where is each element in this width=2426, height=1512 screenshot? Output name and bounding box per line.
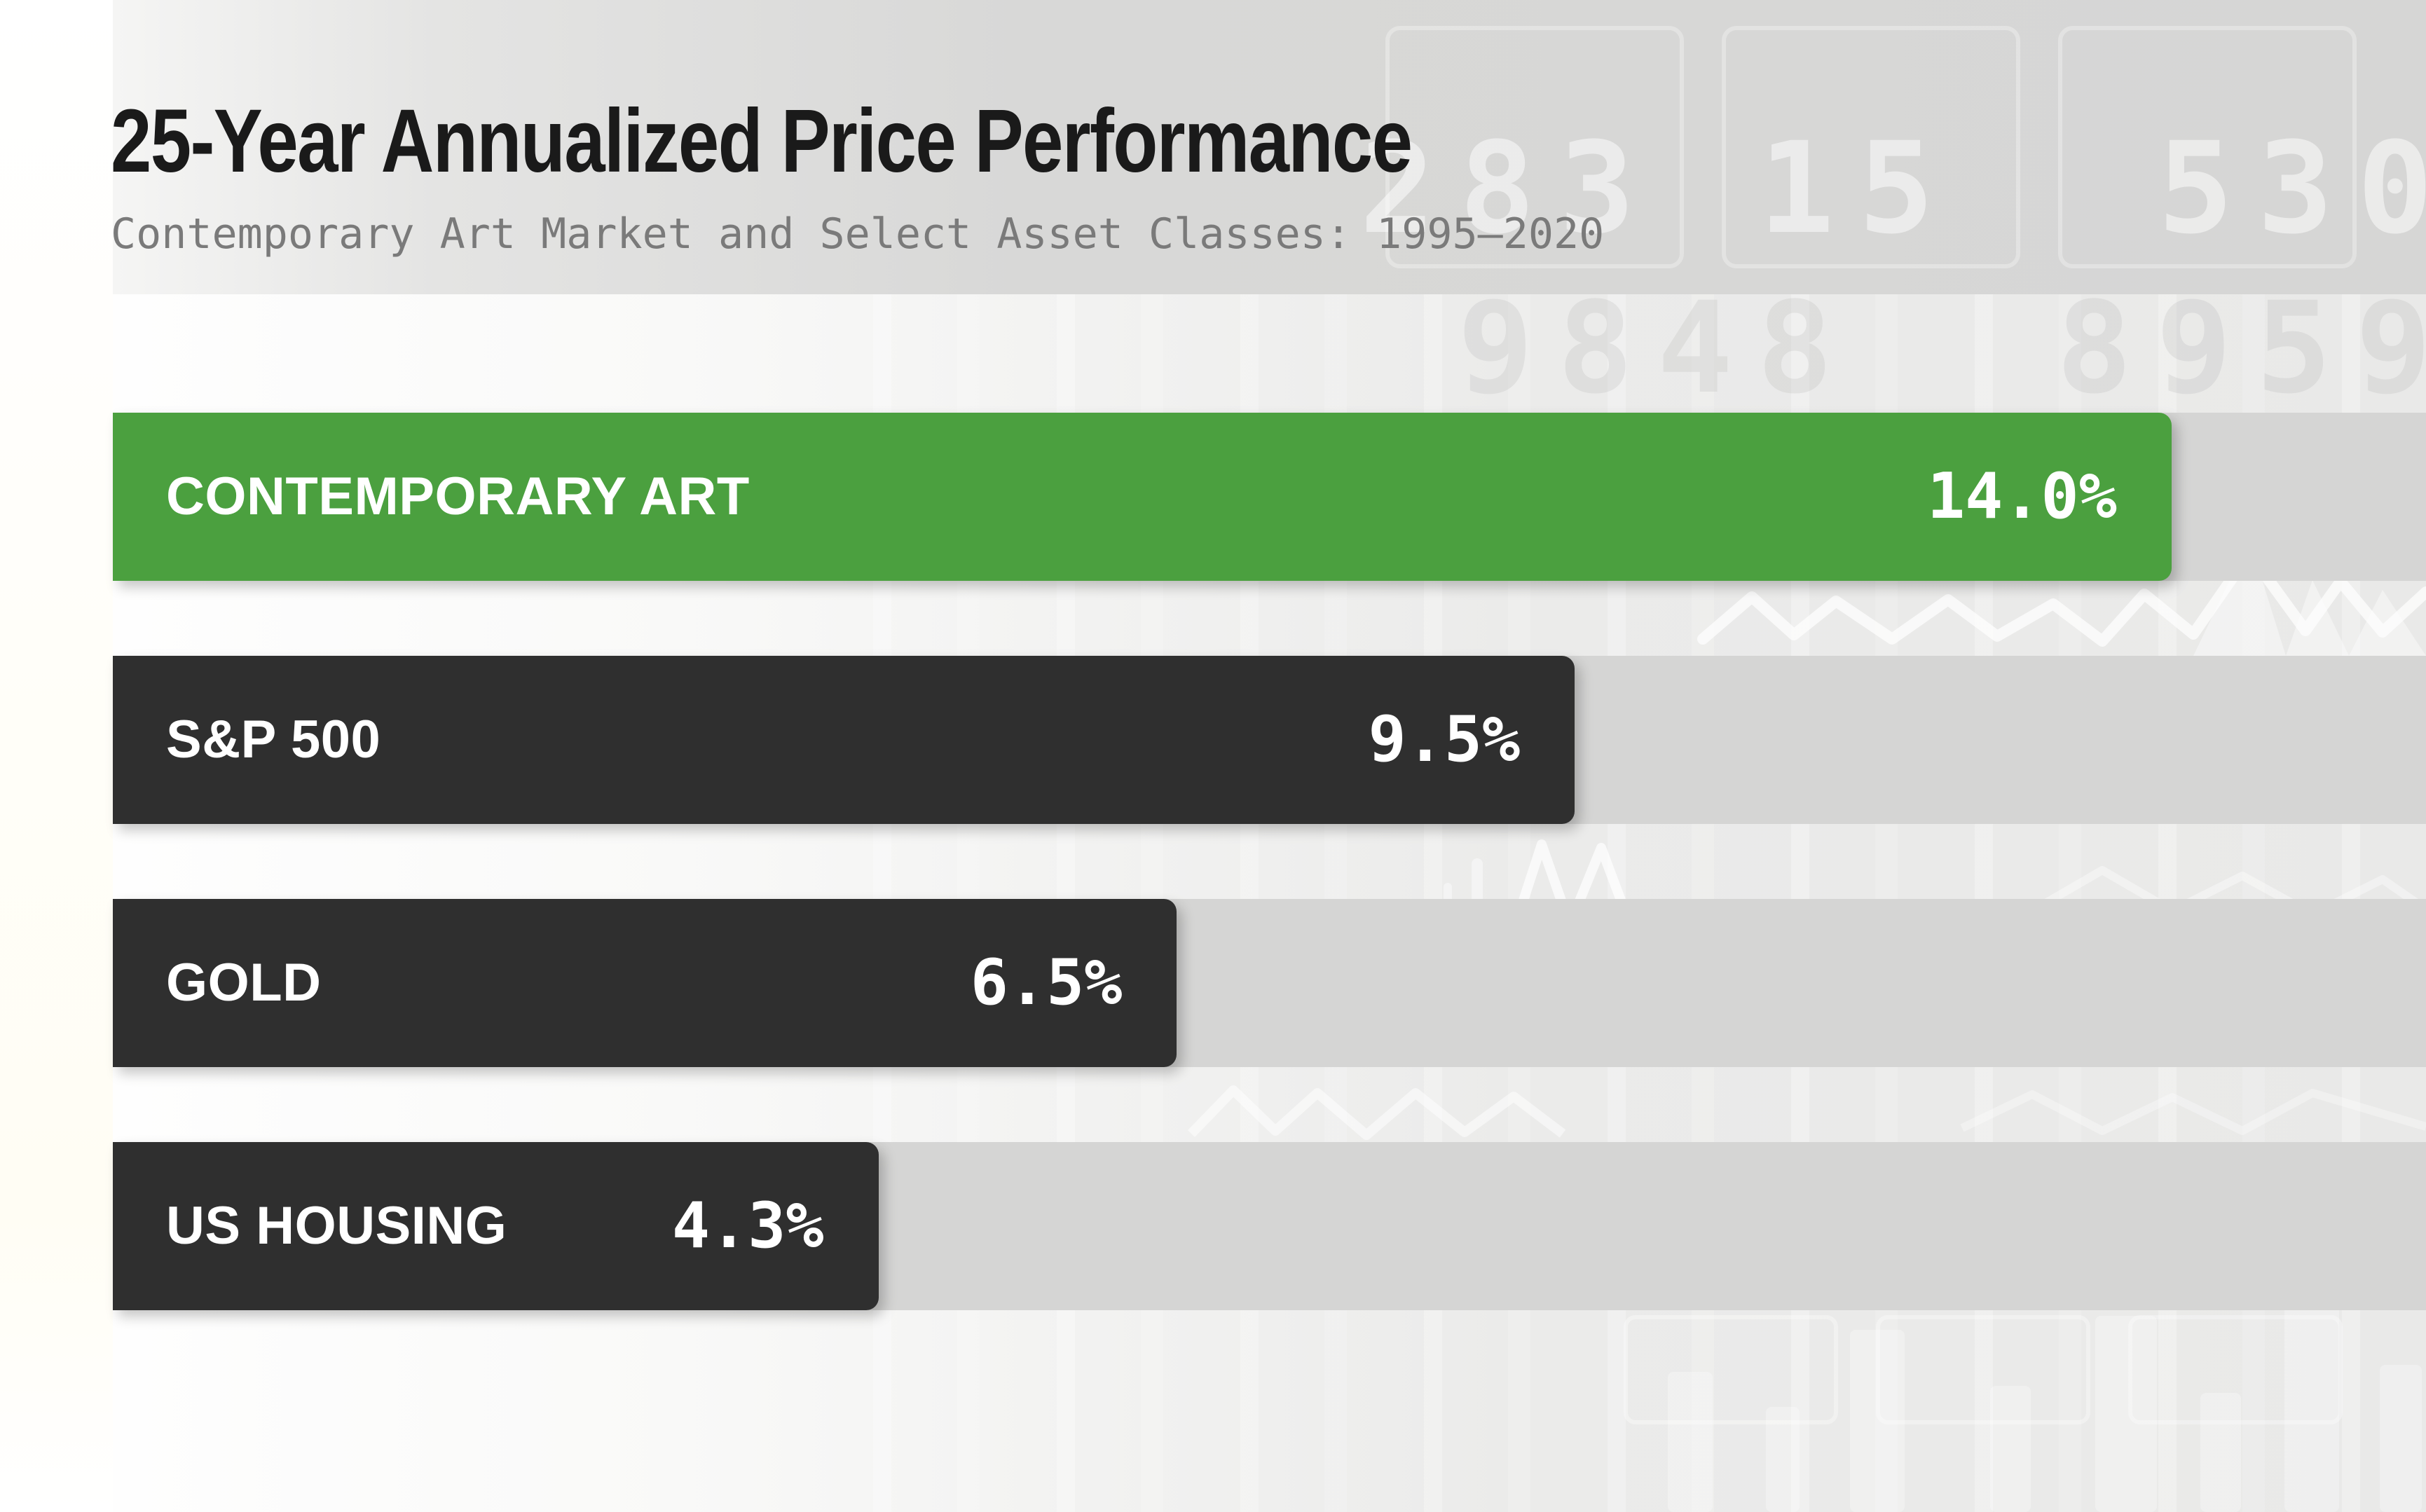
bar-label: CONTEMPORARY ART <box>166 467 750 526</box>
bar-contemporary-art: CONTEMPORARY ART 14.0% <box>113 413 2172 581</box>
bar-gold: GOLD 6.5% <box>113 899 1177 1067</box>
bar-value: 4.3% <box>671 1189 824 1263</box>
bar-label: US HOUSING <box>166 1196 507 1256</box>
bar-value: 6.5% <box>970 946 1123 1019</box>
bar-row-contemporary-art: CONTEMPORARY ART 14.0% <box>113 413 2426 581</box>
bar-row-sp500: S&P 500 9.5% <box>113 656 2426 824</box>
bar-sp500: S&P 500 9.5% <box>113 656 1575 824</box>
header-band <box>0 0 2426 294</box>
page-subtitle: Contemporary Art Market and Select Asset… <box>111 209 1605 259</box>
bar-value: 14.0% <box>1926 460 2117 533</box>
watermark-ticker-digits: 9848 8959 <box>1458 275 2426 422</box>
bar-row-gold: GOLD 6.5% <box>113 899 2426 1067</box>
page-title: 25-Year Annualized Price Performance <box>111 91 1413 191</box>
bar-value: 9.5% <box>1368 703 1521 776</box>
bar-chart: CONTEMPORARY ART 14.0% S&P 500 9.5% GOLD… <box>113 413 2426 1310</box>
left-margin-strip <box>0 0 113 1512</box>
chart-header: 25-Year Annualized Price Performance Con… <box>111 97 1697 259</box>
bar-us-housing: US HOUSING 4.3% <box>113 1142 879 1310</box>
bar-row-us-housing: US HOUSING 4.3% <box>113 1142 2426 1310</box>
bar-label: GOLD <box>166 953 322 1012</box>
bar-label: S&P 500 <box>166 710 381 769</box>
